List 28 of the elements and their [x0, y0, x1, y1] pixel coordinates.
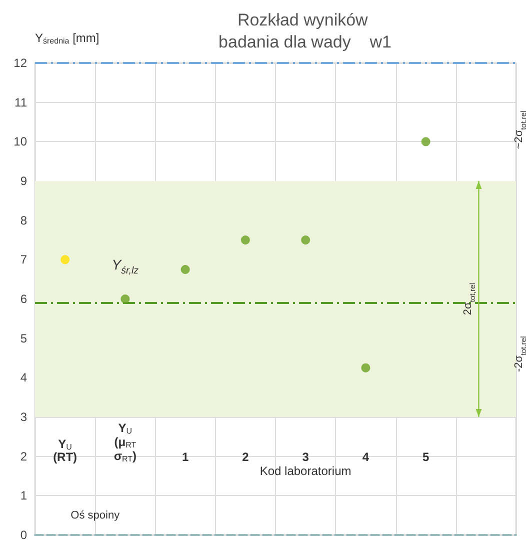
y-tick-label: 10 [14, 134, 28, 149]
y-tick-label: 1 [20, 488, 28, 503]
x-tick-label: 1 [182, 450, 189, 464]
point [240, 236, 250, 244]
x-tick-label: 5 [422, 450, 430, 464]
y-tick-label: 11 [14, 95, 28, 110]
point [301, 236, 310, 244]
x-tick-label: 2 [242, 450, 250, 464]
y-tick-label: 12 [14, 56, 28, 70]
y-tick-label: 4 [20, 370, 28, 385]
point [120, 294, 130, 304]
y-tick-label: 8 [20, 213, 28, 228]
annotation: Oś spoiny [70, 509, 120, 522]
point [180, 265, 190, 274]
x-axis-title: Kod laboratorium [260, 464, 352, 478]
y-tick-label: 6 [20, 292, 28, 306]
point [361, 363, 370, 372]
point [421, 137, 430, 146]
chart-title: Rozkład wyników badania dla wady w1 [218, 10, 392, 52]
point [60, 255, 70, 264]
y-tick-label: 3 [20, 410, 28, 424]
x-tick-label: 3 [302, 450, 310, 464]
annotation: Y$_{śr,lz}$ [112, 256, 139, 277]
y-tick-label: 7 [20, 252, 28, 267]
y-tick-label: 5 [20, 331, 28, 346]
y-tick-label: 9 [20, 174, 28, 188]
x-tick-label: 4 [362, 450, 370, 464]
y-tick-label: 0 [20, 528, 28, 541]
